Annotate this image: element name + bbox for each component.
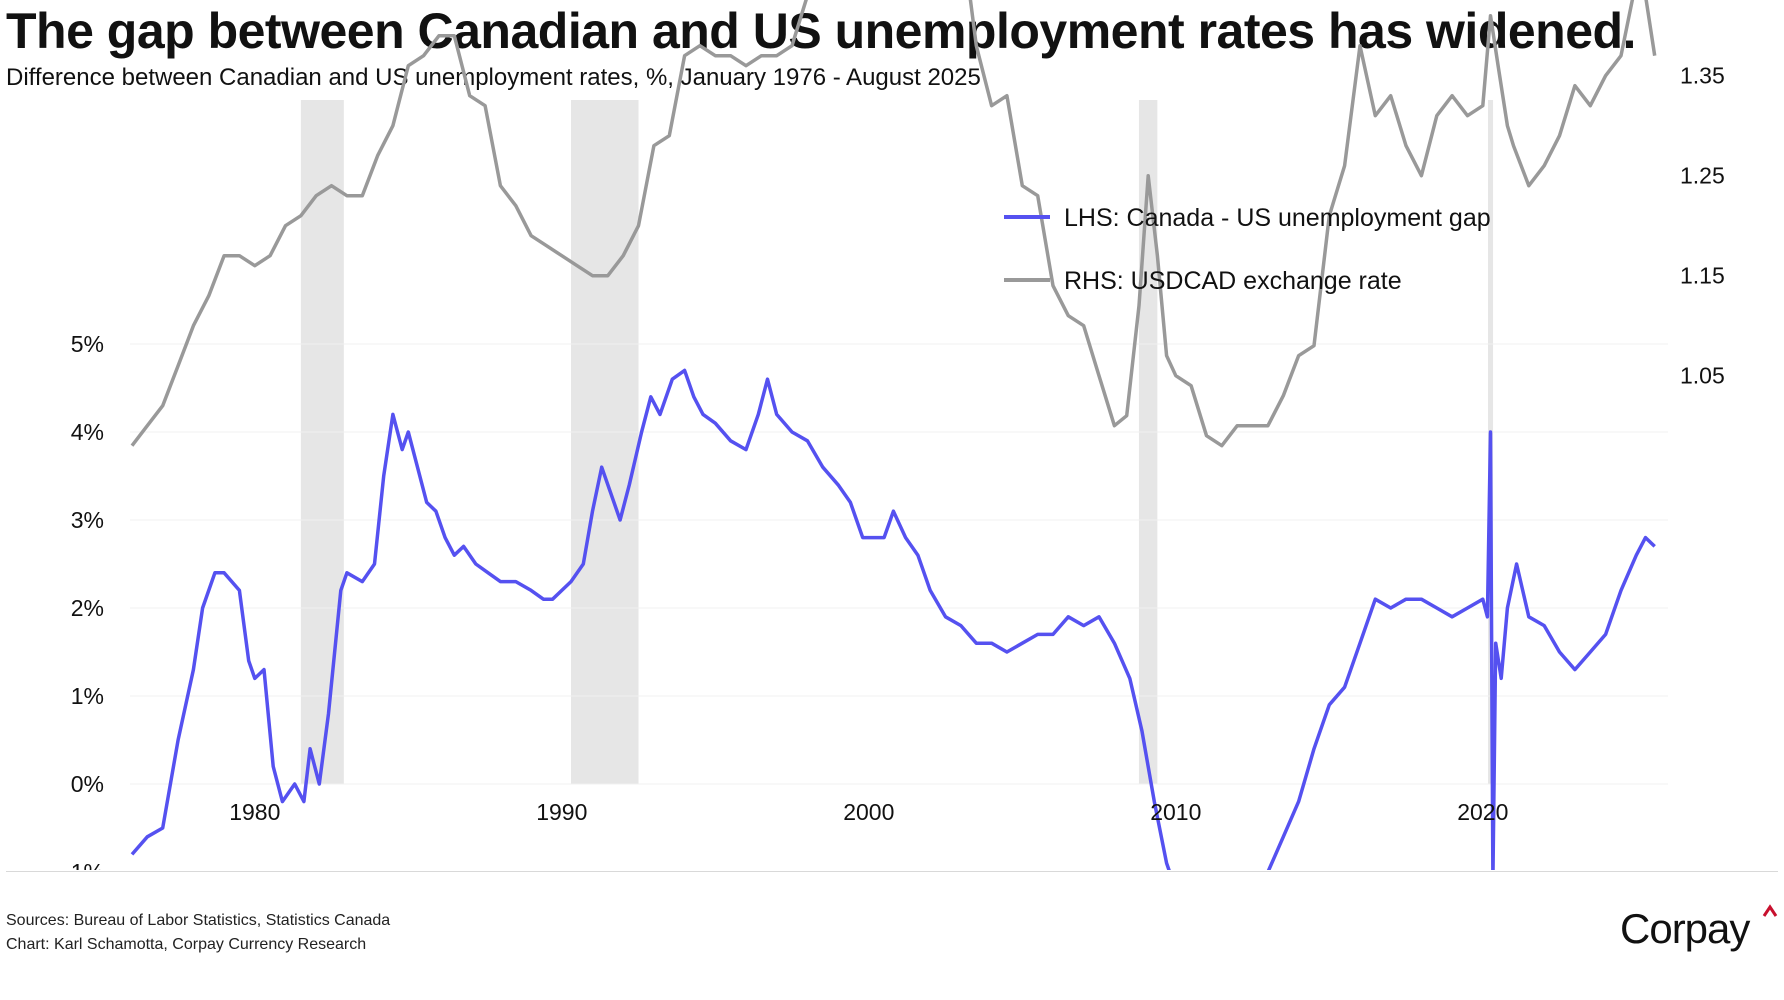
y-left-tick-label: -1% — [63, 859, 104, 870]
series-lines — [130, 0, 1657, 870]
y-right-tick-label: 1.05 — [1680, 363, 1725, 389]
chart-credit: Chart: Karl Schamotta, Corpay Currency R… — [6, 936, 367, 953]
corpay-logo: Corpay — [1620, 905, 1750, 952]
x-tick-label: 2000 — [843, 799, 894, 825]
series-line-usdcad — [130, 0, 1657, 448]
y-right-tick-label: 1.35 — [1680, 63, 1725, 89]
x-tick-label: 2020 — [1457, 799, 1508, 825]
tick-labels: -2%-1%0%1%2%3%4%5%1.051.151.251.351.451.… — [63, 63, 1725, 870]
y-left-tick-label: 4% — [71, 419, 104, 445]
footer-divider — [6, 871, 1778, 872]
chart-canvas: -2%-1%0%1%2%3%4%5%1.051.151.251.351.451.… — [63, 0, 1725, 870]
chart-subtitle: Difference between Canadian and US unemp… — [6, 64, 981, 91]
y-left-tick-label: 5% — [71, 331, 104, 357]
legend-label: RHS: USDCAD exchange rate — [1064, 267, 1402, 295]
x-tick-label: 1990 — [536, 799, 587, 825]
recession-bands — [300, 100, 1494, 784]
legend-label: LHS: Canada - US unemployment gap — [1064, 204, 1491, 232]
x-tick-label: 2010 — [1150, 799, 1201, 825]
series-line-unemployment-gap — [130, 368, 1656, 870]
logo-caret-icon — [1762, 904, 1778, 917]
y-left-tick-label: 2% — [71, 595, 104, 621]
recession-band — [300, 100, 344, 784]
recession-band — [1138, 100, 1158, 784]
y-right-tick-label: 1.15 — [1680, 263, 1725, 289]
y-right-tick-label: 1.25 — [1680, 163, 1725, 189]
recession-band — [571, 100, 639, 784]
sources-note: Sources: Bureau of Labor Statistics, Sta… — [6, 912, 391, 929]
y-left-tick-label: 1% — [71, 683, 104, 709]
x-tick-label: 1980 — [229, 799, 280, 825]
chart-title: The gap between Canadian and US unemploy… — [6, 3, 1636, 59]
y-left-tick-label: 3% — [71, 507, 104, 533]
y-left-tick-label: 0% — [71, 771, 104, 797]
legend: LHS: Canada - US unemployment gap RHS: US… — [1004, 204, 1491, 295]
